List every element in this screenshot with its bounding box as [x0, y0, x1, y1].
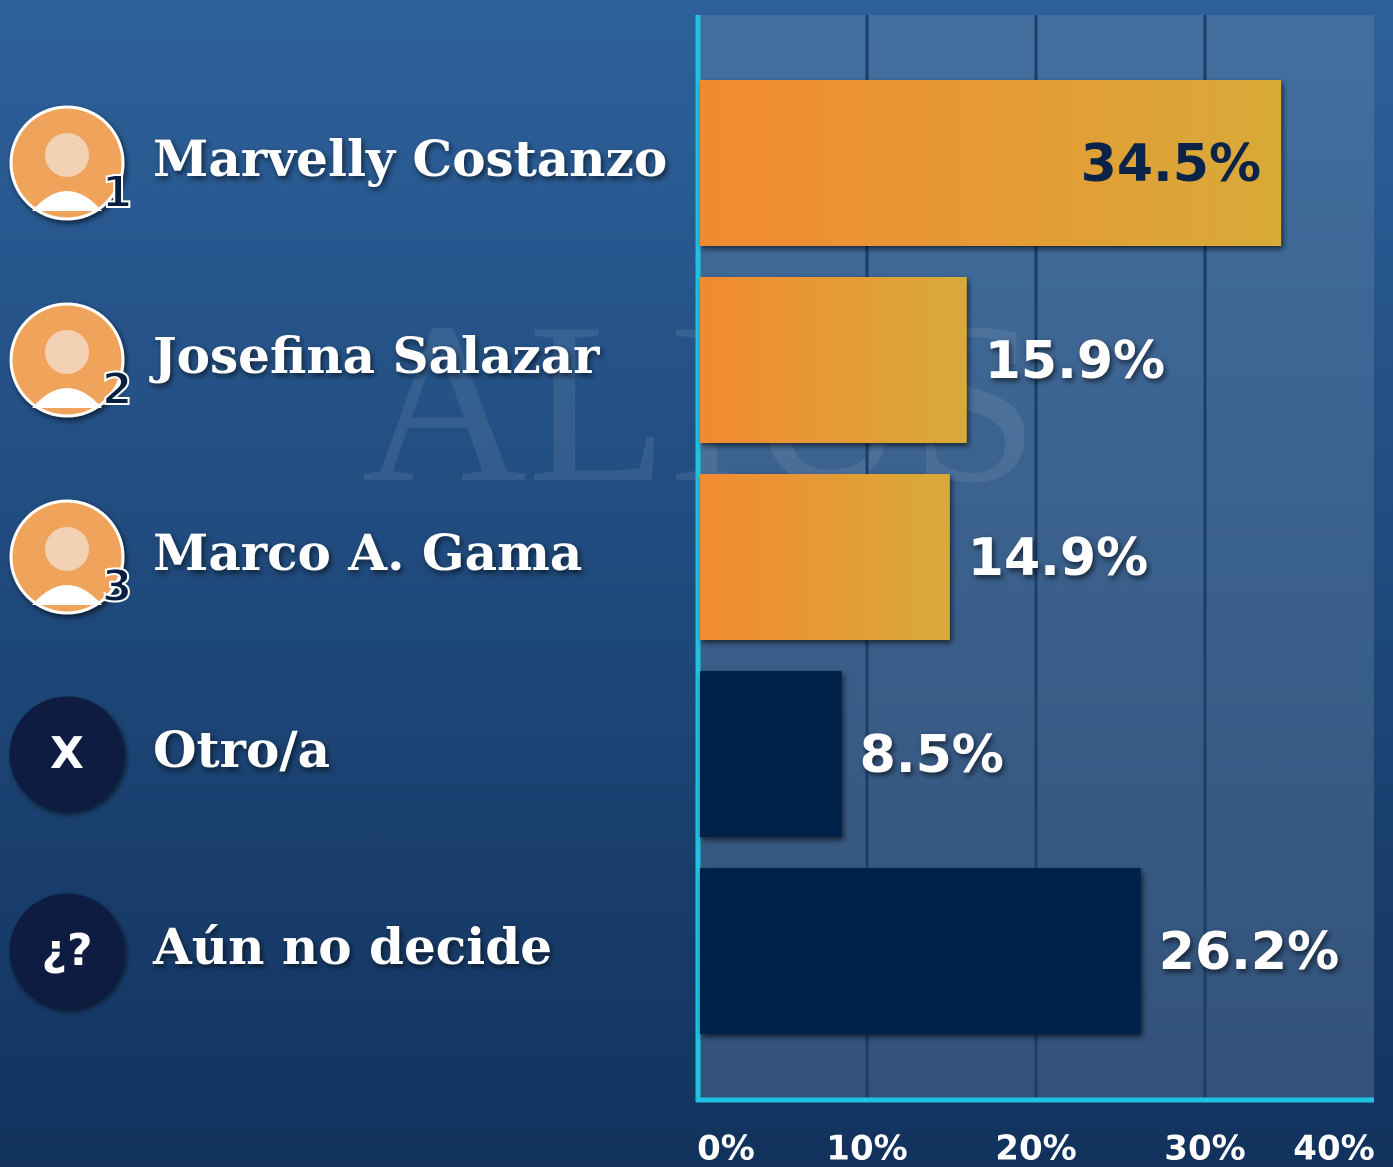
- bar: [700, 671, 842, 837]
- value-label: 15.9%: [985, 331, 1165, 391]
- value-label: 14.9%: [968, 528, 1148, 588]
- value-label: 34.5%: [1081, 134, 1261, 194]
- value-label: 26.2%: [1159, 922, 1339, 982]
- category-label: Otro/a: [153, 720, 330, 779]
- x-tick-label: 30%: [1164, 1129, 1245, 1167]
- bar: [700, 474, 950, 640]
- rank-number: 3: [102, 561, 133, 612]
- avatar-face: [45, 527, 89, 571]
- category-label: Marco A. Gama: [153, 523, 582, 582]
- category-label: Marvelly Costanzo: [153, 129, 667, 188]
- category-label: Josefina Salazar: [149, 326, 600, 385]
- avatar-face: [45, 133, 89, 177]
- rank-number: 1: [102, 167, 133, 218]
- x-tick-label: 20%: [995, 1129, 1076, 1167]
- bar: [700, 277, 967, 443]
- x-tick-label: 0%: [697, 1129, 755, 1167]
- rank-number: 2: [102, 364, 133, 415]
- avatar-face: [45, 330, 89, 374]
- value-label: 8.5%: [860, 725, 1004, 785]
- x-tick-label: 10%: [826, 1129, 907, 1167]
- chart: ALIUS 0%10%20%30%40%34.5%Marvelly Costan…: [0, 0, 1393, 1167]
- icon-text: X: [50, 728, 84, 779]
- x-tick-label: 40%: [1293, 1129, 1374, 1167]
- bar: [700, 868, 1141, 1034]
- category-label: Aún no decide: [152, 917, 552, 976]
- icon-text: ¿?: [41, 925, 92, 976]
